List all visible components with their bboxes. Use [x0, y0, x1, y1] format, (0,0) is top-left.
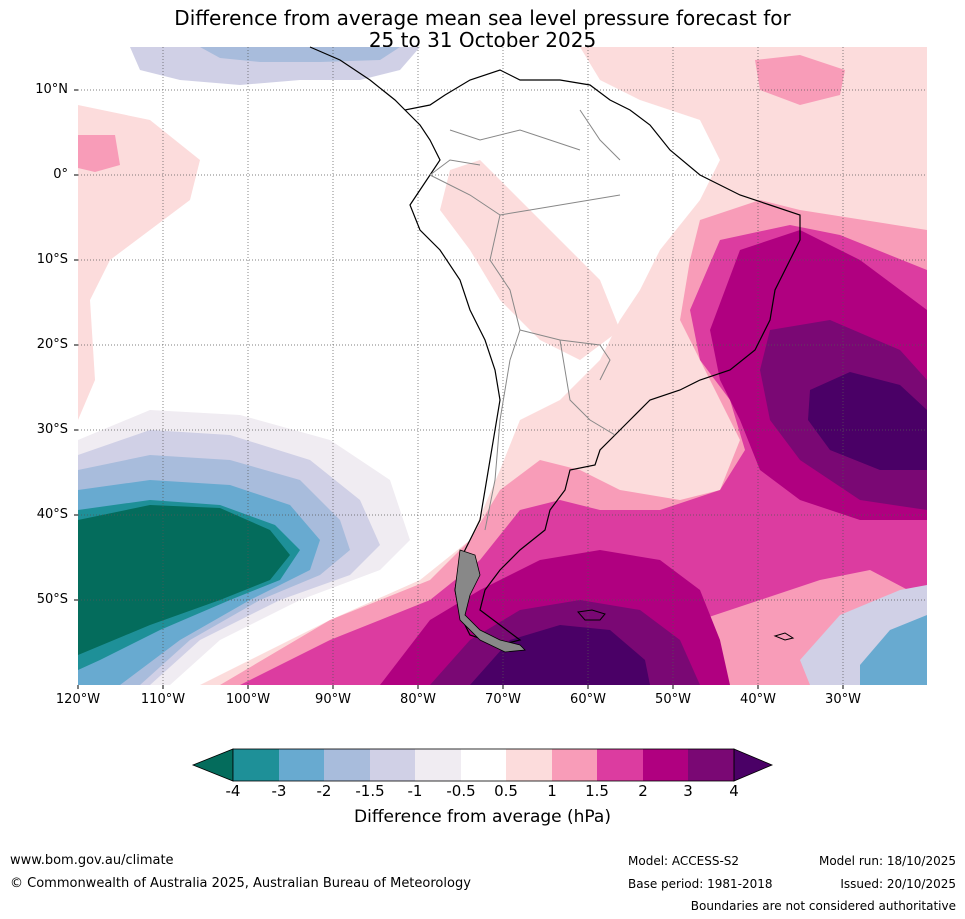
- country-borders: [429, 109, 621, 531]
- colorbar-segment: [370, 749, 415, 781]
- lat-label-10s: 10°S: [36, 252, 68, 267]
- website-link[interactable]: www.bom.gov.au/climate: [10, 853, 174, 868]
- south-america-coastline: [309, 46, 801, 646]
- lon-label-40w: 40°W: [740, 692, 776, 707]
- colorbar-tick-label: 4: [729, 782, 739, 800]
- colorbar-segment: [552, 749, 597, 781]
- model-run-label: Model run: 18/10/2025: [818, 854, 956, 868]
- colorbar-tick-label: 3: [683, 782, 693, 800]
- lon-label-100w: 100°W: [225, 692, 271, 707]
- colorbar-segment: [461, 749, 506, 781]
- colorbar-tick-label: 1: [547, 782, 557, 800]
- base-period-label: Base period: 1981-2018: [628, 877, 773, 891]
- south-georgia: [773, 632, 795, 641]
- lon-label-70w: 70°W: [485, 692, 521, 707]
- colorbar-tick-label: -4: [225, 782, 241, 800]
- lon-label-80w: 80°W: [400, 692, 436, 707]
- colorbar-segment: [643, 749, 688, 781]
- colorbar: [191, 748, 774, 782]
- anomaly-0.5-1-inland: [440, 160, 620, 360]
- anomaly-above-4-south: [470, 625, 650, 685]
- lon-label-30w: 30°W: [825, 692, 861, 707]
- lon-label-120w: 120°W: [55, 692, 101, 707]
- colorbar-tick-label: 1.5: [585, 782, 609, 800]
- falkland-islands: [577, 609, 606, 621]
- lat-label-10n: 10°N: [35, 82, 68, 97]
- colorbar-tick-label: -0.5: [446, 782, 476, 800]
- anomaly-minus-4-region: [78, 505, 290, 655]
- colorbar-segment: [506, 749, 552, 781]
- lat-label-20s: 20°S: [36, 337, 68, 352]
- colorbar-segment: [279, 749, 324, 781]
- boundaries-disclaimer: Boundaries are not considered authoritat…: [690, 899, 956, 913]
- colorbar-tick-label: -3: [271, 782, 287, 800]
- anomaly-above-4-region: [808, 372, 927, 470]
- colorbar-tick-label: -2: [316, 782, 332, 800]
- colorbar-segment: [688, 749, 734, 781]
- anomaly-1-1.5-west-patch: [78, 135, 120, 172]
- anomaly-1-1.5-north-patch: [755, 55, 845, 105]
- tierra-del-fuego: [454, 549, 526, 653]
- colorbar-segment: [233, 749, 279, 781]
- colorbar-segment: [324, 749, 370, 781]
- colorbar-tick-label: 0.5: [494, 782, 518, 800]
- lat-label-40s: 40°S: [36, 507, 68, 522]
- map-title-line-1: Difference from average mean sea level p…: [174, 6, 791, 30]
- colorbar-tick-label: 2: [638, 782, 648, 800]
- issued-label: Issued: 20/10/2025: [840, 877, 956, 891]
- colorbar-segment: [415, 749, 461, 781]
- lat-label-50s: 50°S: [36, 592, 68, 607]
- colorbar-high-extension: [733, 748, 774, 782]
- copyright-notice: © Commonwealth of Australia 2025, Austra…: [10, 876, 471, 891]
- anomaly-field: [78, 47, 927, 685]
- lon-label-60w: 60°W: [570, 692, 606, 707]
- colorbar-title: Difference from average (hPa): [354, 807, 611, 827]
- lon-label-110w: 110°W: [140, 692, 186, 707]
- colorbar-tick-label: -1.5: [355, 782, 385, 800]
- anomaly-0.5-1-west: [78, 105, 200, 420]
- graticule: [78, 47, 927, 685]
- lat-label-equator: 0°: [53, 167, 68, 182]
- lat-label-30s: 30°S: [36, 422, 68, 437]
- colorbar-segment: [597, 749, 643, 781]
- anomaly-negative-north-core: [200, 47, 400, 62]
- lon-label-90w: 90°W: [315, 692, 351, 707]
- axis-ticks: [74, 89, 844, 689]
- model-label: Model: ACCESS-S2: [628, 854, 740, 868]
- colorbar-low-extension: [191, 748, 234, 782]
- colorbar-tick-label: -1: [407, 782, 423, 800]
- lon-label-50w: 50°W: [655, 692, 691, 707]
- anomaly-negative-southeast-core: [860, 615, 927, 685]
